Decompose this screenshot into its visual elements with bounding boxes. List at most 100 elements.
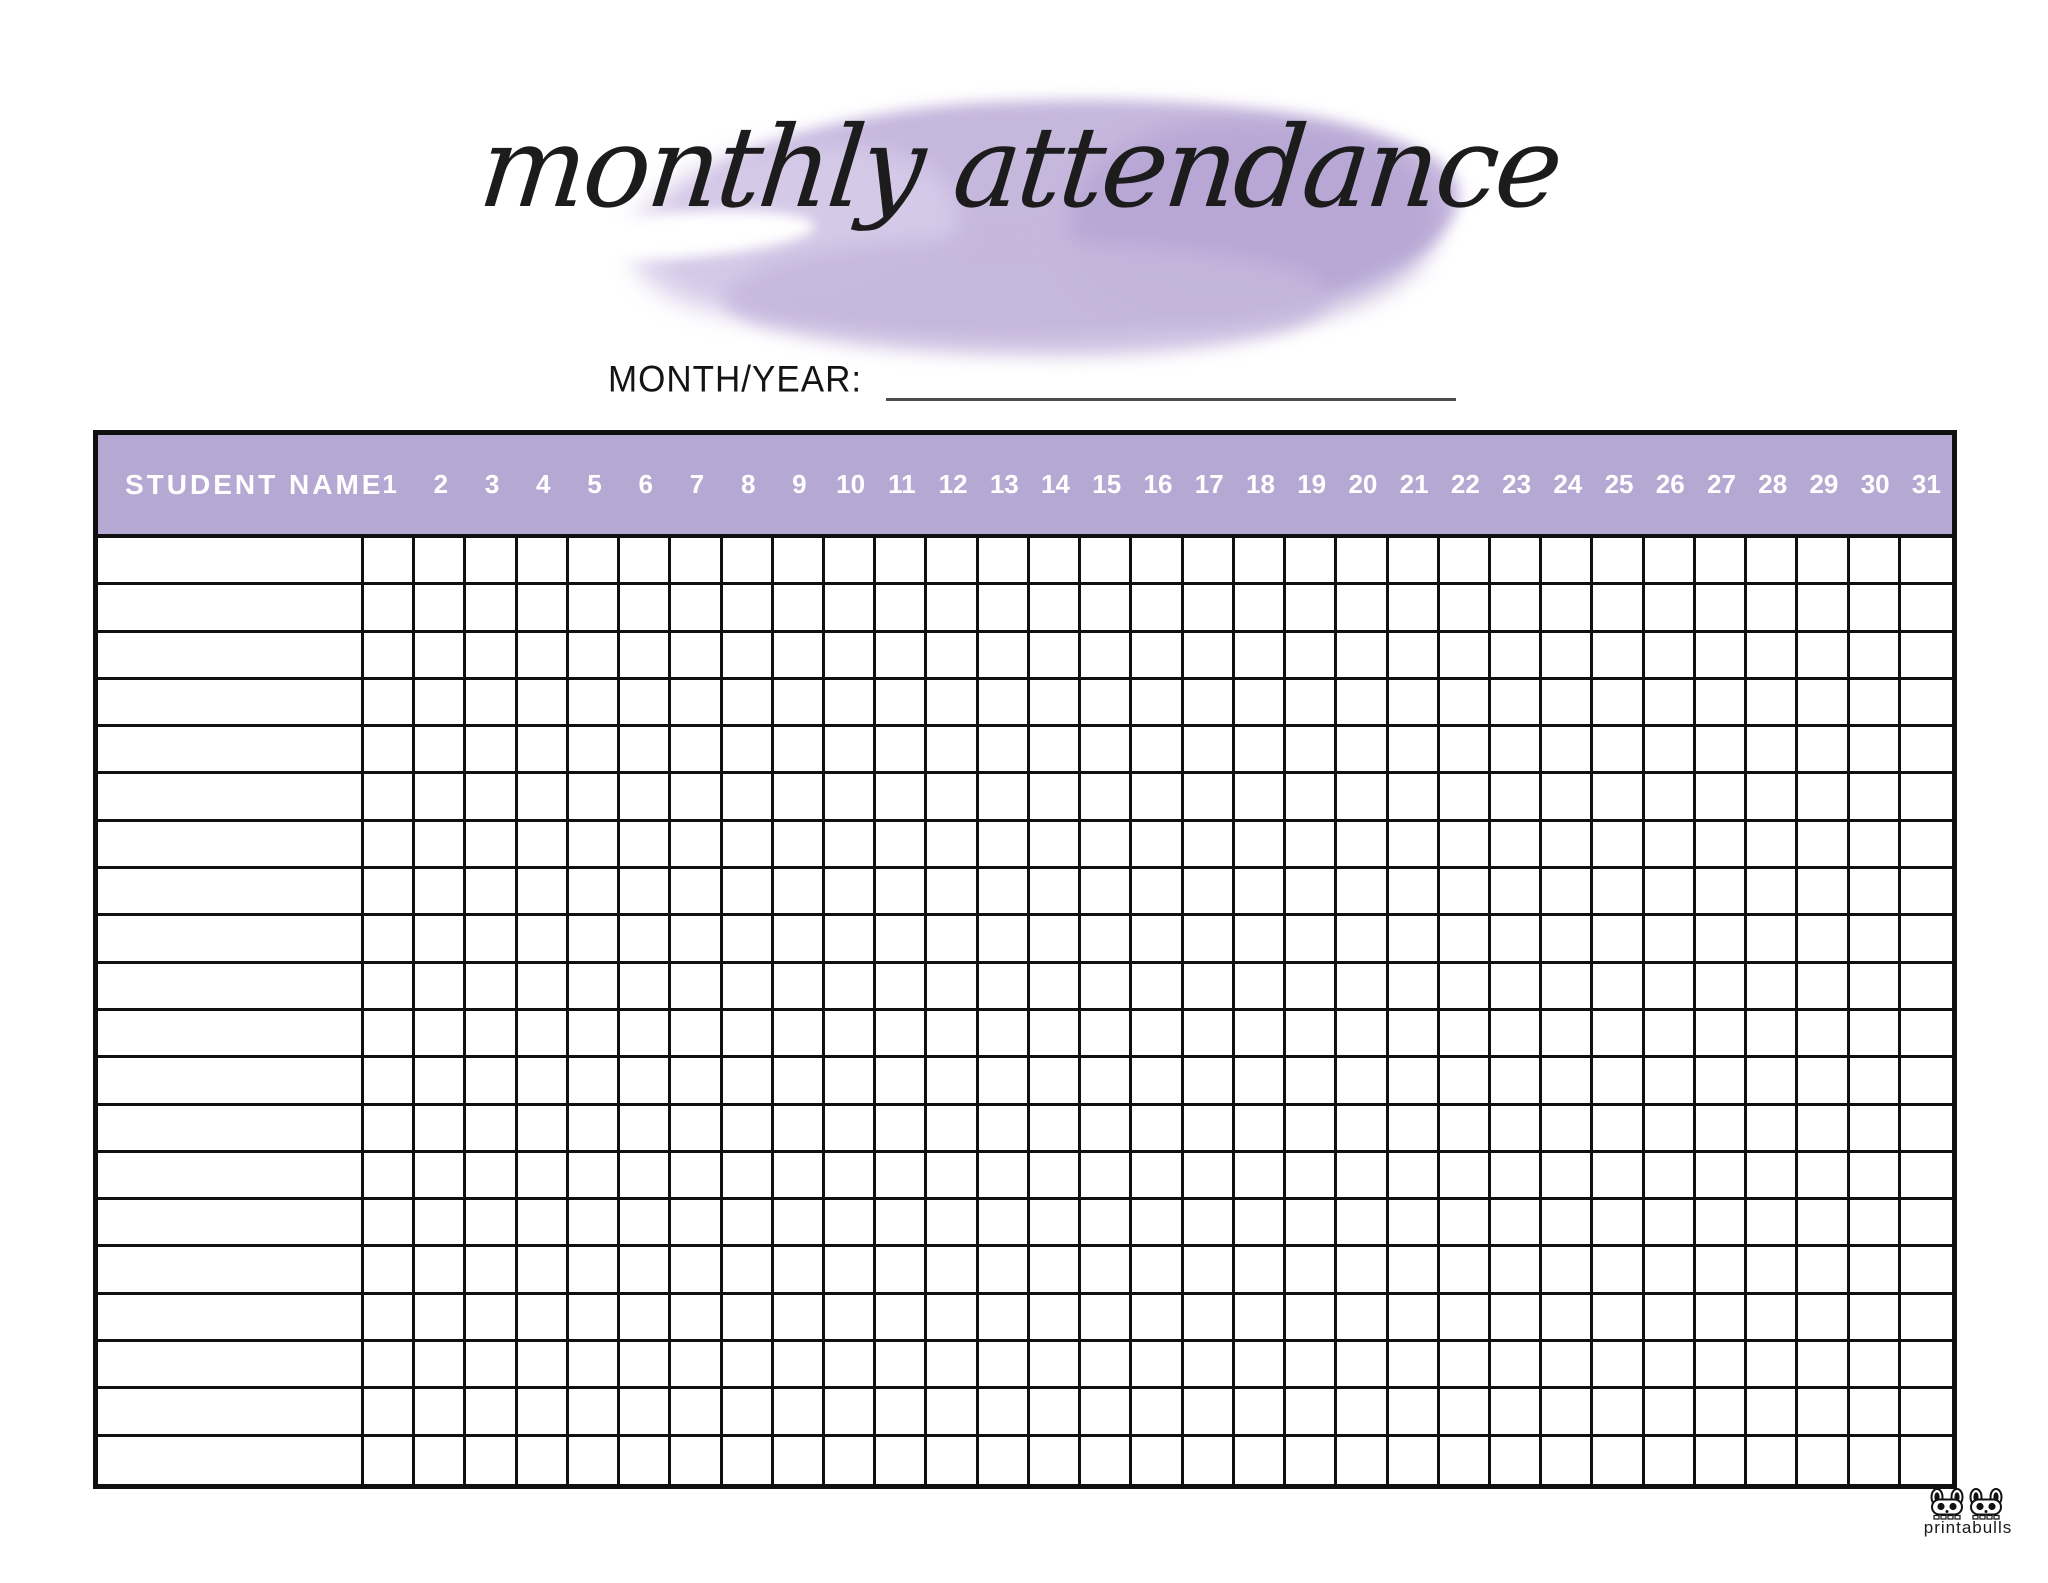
day-cell [1542,1247,1594,1295]
day-cell [415,538,467,586]
day-cell [1849,1247,1901,1295]
day-cell [466,1342,518,1390]
day-cell [1388,1010,1440,1059]
day-cell [1542,1010,1594,1059]
day-cell [364,1010,416,1059]
day-cell [1747,1294,1799,1343]
day-cell [466,1436,518,1484]
day-cell [1849,1010,1901,1059]
day-cell [876,1010,928,1059]
day-cell [1900,1058,1952,1106]
day-cell [568,1105,621,1153]
day-cell [568,679,621,728]
day-cell [1286,1389,1338,1437]
day-cell [415,1247,467,1295]
day-cell [1747,538,1799,586]
student-name-cell [98,1058,364,1106]
day-cell [1439,916,1491,964]
day-cell [722,632,774,680]
day-cell [517,1342,569,1390]
table-row [98,774,1952,822]
day-cell [1542,1152,1594,1201]
day-cell [1183,821,1235,870]
day-cell [1849,1389,1901,1437]
day-cell [1388,1389,1440,1437]
day-cell [1029,1294,1082,1343]
day-cell [722,963,774,1011]
day-cell [620,1436,672,1484]
day-cell [876,632,928,680]
day-cell [1849,916,1901,964]
table-row [98,632,1952,680]
day-header: 7 [689,469,705,499]
day-cell [978,774,1030,822]
day-cell [1234,1105,1287,1153]
day-cell [1695,1294,1748,1343]
day-cell [568,585,621,633]
day-cell [1439,774,1491,822]
day-cell [1798,916,1850,964]
day-cell [1081,1200,1133,1248]
day-cell [517,538,569,586]
day-cell [1029,1389,1082,1437]
day-cell [825,916,877,964]
day-cell [1490,1436,1543,1484]
day-cell [1183,585,1235,633]
day-cell [773,869,826,917]
day-cell [1695,774,1748,822]
student-name-cell [98,869,364,917]
day-header: 6 [638,469,653,499]
day-cell [1234,679,1287,728]
day-cell [978,1247,1030,1295]
day-cell [1132,1294,1184,1343]
day-cell [825,538,877,586]
day-cell [773,1058,826,1106]
day-cell [415,869,467,917]
day-cell [671,1294,723,1343]
day-cell [1695,1105,1748,1153]
day-cell [1593,963,1645,1011]
day-cell [825,869,877,917]
student-name-cell [98,1294,364,1343]
day-cell [876,1105,928,1153]
day-cell [1132,1436,1184,1484]
day-cell [1132,916,1184,964]
day-cell [1542,538,1594,586]
day-cell [517,963,569,1011]
day-cell [1081,869,1133,917]
day-cell [1183,1200,1235,1248]
day-cell [1337,1105,1389,1153]
day-cell [1132,963,1184,1011]
day-cell [1542,585,1594,633]
day-cell [773,1436,826,1484]
day-cell [1388,1105,1440,1153]
day-cell [722,1152,774,1201]
day-header: 15 [1092,469,1122,499]
day-cell [1286,1152,1338,1201]
day-cell [415,1389,467,1437]
day-header: 30 [1860,469,1890,499]
day-cell [1081,916,1133,964]
day-cell [1644,1152,1696,1201]
day-cell [1490,632,1543,680]
table-row [98,916,1952,964]
day-cell [1849,1436,1901,1484]
day-cell [1132,869,1184,917]
day-cell [1900,1105,1952,1153]
day-header: 2 [433,469,449,499]
day-cell [620,1294,672,1343]
day-cell [1132,1058,1184,1106]
day-cell [1132,1389,1184,1437]
table-row [98,585,1952,633]
day-cell [364,869,416,917]
day-cell [1337,679,1389,728]
day-cell [671,1010,723,1059]
day-cell [722,679,774,728]
day-cell [1644,1058,1696,1106]
day-cell [466,1105,518,1153]
day-cell [1337,1294,1389,1343]
day-cell [620,1342,672,1390]
day-cell [927,1342,979,1390]
day-cell [364,727,416,775]
day-cell [978,727,1030,775]
